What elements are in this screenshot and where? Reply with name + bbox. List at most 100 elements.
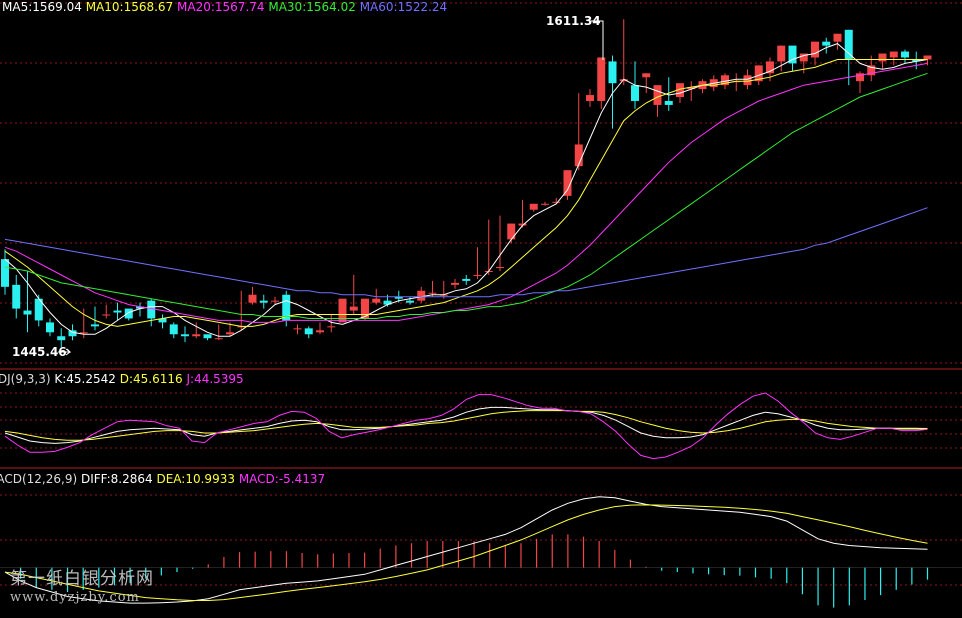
- macd-diff-line: [4, 496, 928, 604]
- candle-body: [181, 334, 189, 337]
- kdj-legend: KDJ(9,3,3) K:45.2542 D:45.6116 J:44.5395: [0, 372, 244, 386]
- candle-body: [822, 41, 831, 46]
- candle-body: [721, 75, 729, 86]
- candle-body: [541, 203, 549, 205]
- candle-body: [46, 322, 54, 333]
- ma10-label: MA10:1568.67: [85, 0, 174, 14]
- candle-body: [653, 85, 662, 105]
- candle: [23, 271, 32, 333]
- candle: [406, 296, 414, 305]
- candle-body: [102, 314, 111, 316]
- high-value: 1611.34: [546, 14, 601, 28]
- candle-body: [743, 75, 752, 86]
- candle-body: [518, 223, 527, 226]
- candle: [833, 33, 842, 50]
- candle-body: [428, 292, 437, 294]
- candle: [304, 326, 313, 339]
- candle-body: [923, 55, 932, 60]
- candle-body: [394, 296, 403, 299]
- candle-body: [372, 298, 381, 303]
- candle-body: [687, 87, 696, 90]
- candle: [136, 302, 144, 317]
- ma5-line: [4, 43, 928, 337]
- candle-body: [192, 334, 201, 337]
- candle: [878, 53, 887, 70]
- ma30-label: MA30:1564.02: [268, 0, 356, 14]
- candle: [147, 298, 156, 327]
- candle: [541, 201, 549, 206]
- candle: [563, 170, 572, 200]
- candle: [203, 334, 212, 341]
- candle-body: [1, 259, 9, 287]
- kdj-j-line: [4, 392, 928, 460]
- candle-body: [766, 61, 774, 74]
- candle-body: [439, 294, 448, 296]
- candle: [597, 57, 606, 109]
- candle-body: [338, 298, 347, 323]
- ma10-line: [4, 59, 928, 327]
- candle-body: [799, 53, 808, 62]
- candle-body: [754, 65, 763, 82]
- candle-body: [79, 332, 88, 334]
- candle-body: [586, 95, 594, 101]
- candle-body: [406, 300, 414, 303]
- candle: [102, 304, 111, 319]
- candle-body: [383, 300, 392, 305]
- candle: [889, 51, 898, 66]
- macd-dea-label: DEA:10.9933: [156, 472, 235, 486]
- candle: [496, 215, 504, 272]
- candle-body: [867, 65, 876, 76]
- candle-body: [147, 300, 156, 319]
- candle-body: [676, 83, 684, 98]
- kdj-d-line: [4, 410, 928, 441]
- candle: [91, 306, 99, 331]
- candle: [259, 294, 268, 309]
- candle-body: [316, 330, 324, 333]
- candle: [462, 274, 471, 285]
- candle-body: [912, 59, 921, 62]
- candle: [619, 19, 628, 86]
- candle: [428, 280, 437, 297]
- candle: [912, 51, 921, 70]
- candle-body: [124, 308, 133, 319]
- candle-body: [271, 300, 279, 302]
- candle: [316, 322, 324, 335]
- candle: [57, 328, 66, 348]
- candle-body: [473, 274, 482, 276]
- candle-body: [529, 203, 538, 210]
- ma60-line: [4, 207, 928, 298]
- candle: [687, 81, 696, 101]
- candle-body: [91, 324, 99, 327]
- kdj-j-label: J:44.5395: [186, 372, 244, 386]
- candle-body: [889, 51, 898, 58]
- kdj-k-line: [4, 406, 928, 444]
- candle-body: [856, 73, 864, 82]
- watermark-url: www.dyzjzby.com: [10, 590, 140, 605]
- ma5-label: MA5:1569.04: [2, 0, 82, 14]
- ma60-label: MA60:1522.24: [359, 0, 448, 14]
- candle-body: [203, 334, 212, 339]
- candle-body: [788, 45, 797, 64]
- candle: [923, 55, 932, 66]
- low-annotation: 1445.46: [12, 345, 67, 359]
- candle: [642, 73, 651, 94]
- kdj-k-label: K:45.2542: [54, 372, 116, 386]
- macd-title: MACD(12,26,9): [0, 472, 78, 486]
- candle-body: [574, 144, 583, 167]
- candle: [192, 322, 201, 339]
- candle-body: [664, 100, 673, 105]
- candle-body: [833, 33, 842, 42]
- candle-body: [214, 338, 223, 340]
- candle-body: [136, 306, 144, 309]
- candle: [552, 197, 561, 204]
- candle-body: [496, 267, 504, 269]
- candle-body: [12, 284, 21, 309]
- candle: [181, 326, 189, 343]
- candle-body: [259, 300, 268, 303]
- macd-dea-line: [4, 504, 928, 601]
- candle: [799, 53, 808, 74]
- candle: [653, 85, 662, 117]
- candle-body: [68, 330, 77, 337]
- candle-body: [248, 294, 257, 303]
